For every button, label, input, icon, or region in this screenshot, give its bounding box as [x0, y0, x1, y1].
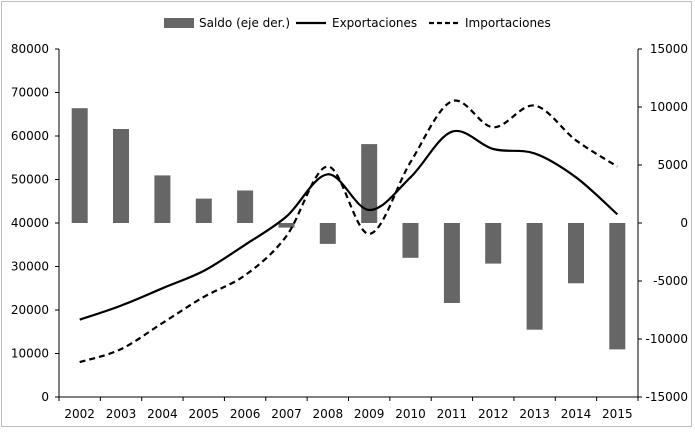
right-tick-label: 0 — [680, 216, 688, 230]
right-tick-label: -5000 — [653, 274, 688, 288]
right-tick-label: -15000 — [645, 390, 688, 404]
bar-saldo-2013 — [526, 223, 543, 330]
left-tick-label: 50000 — [11, 173, 49, 187]
bar-saldo-2014 — [568, 223, 584, 284]
right-tick-label: 10000 — [650, 100, 688, 114]
left-tick-label: 20000 — [11, 303, 49, 317]
bar-saldo-2006 — [237, 190, 254, 223]
x-tick-label-2011: 2011 — [437, 407, 468, 421]
line-importaciones — [79, 99, 618, 364]
right-tick-label: 15000 — [650, 42, 688, 56]
bar-saldo-2008 — [319, 223, 336, 244]
left-tick-label: 80000 — [11, 42, 49, 56]
right-tick-label: 5000 — [657, 158, 688, 172]
legend-label-exportaciones: Exportaciones — [332, 16, 417, 30]
x-tick-label-2014: 2014 — [561, 407, 592, 421]
x-tick-label-2012: 2012 — [478, 407, 509, 421]
left-tick-label: 10000 — [11, 347, 49, 361]
left-axis-ticks: 0 10000 20000 30000 40000 50000 60000 70000 8000… — [11, 42, 59, 404]
axes — [58, 49, 639, 398]
left-tick-label: 60000 — [11, 129, 49, 143]
x-axis-labels: 2002 2003 2004 2005 2006 2007 2008 2009 2010 2011… — [58, 397, 639, 421]
bar-saldo-2007 — [278, 223, 295, 228]
bar-saldo-2002 — [71, 108, 88, 223]
legend-label-saldo: Saldo (eje der.) — [199, 16, 290, 30]
x-tick-label-2005: 2005 — [188, 407, 219, 421]
legend-swatch-saldo — [164, 18, 194, 28]
bar-saldo-2012 — [485, 223, 502, 264]
bar-saldo-2004 — [154, 175, 171, 223]
left-tick-label: 40000 — [11, 216, 49, 230]
x-tick-label-2015: 2015 — [602, 407, 633, 421]
x-tick-label-2002: 2002 — [64, 407, 95, 421]
x-tick-label-2006: 2006 — [230, 407, 261, 421]
x-tick-label-2004: 2004 — [147, 407, 178, 421]
trade-lines — [79, 99, 619, 364]
bar-saldo-2003 — [113, 129, 129, 223]
bar-saldo-2015 — [609, 223, 626, 350]
x-tick-label-2013: 2013 — [519, 407, 550, 421]
x-tick-label-2003: 2003 — [106, 407, 137, 421]
bar-saldo-2009 — [361, 144, 378, 223]
left-tick-label: 30000 — [11, 260, 49, 274]
line-exportaciones — [79, 129, 619, 321]
right-axis-ticks: -15000 -10000 -5000 0 5000 10000 15000 — [638, 42, 688, 404]
x-tick-label-2008: 2008 — [313, 407, 344, 421]
x-tick-label-2010: 2010 — [395, 407, 426, 421]
left-tick-label: 70000 — [11, 86, 49, 100]
bar-saldo-2011 — [443, 223, 460, 303]
left-tick-label: 0 — [41, 390, 49, 404]
saldo-bars — [71, 108, 626, 350]
legend: Saldo (eje der.) Exportaciones Importacion… — [164, 16, 551, 30]
bar-saldo-2005 — [195, 198, 212, 223]
bar-saldo-2010 — [402, 223, 419, 258]
legend-label-importaciones: Importaciones — [465, 16, 551, 30]
x-tick-label-2009: 2009 — [354, 407, 385, 421]
x-tick-label-2007: 2007 — [271, 407, 302, 421]
right-tick-label: -10000 — [645, 332, 688, 346]
